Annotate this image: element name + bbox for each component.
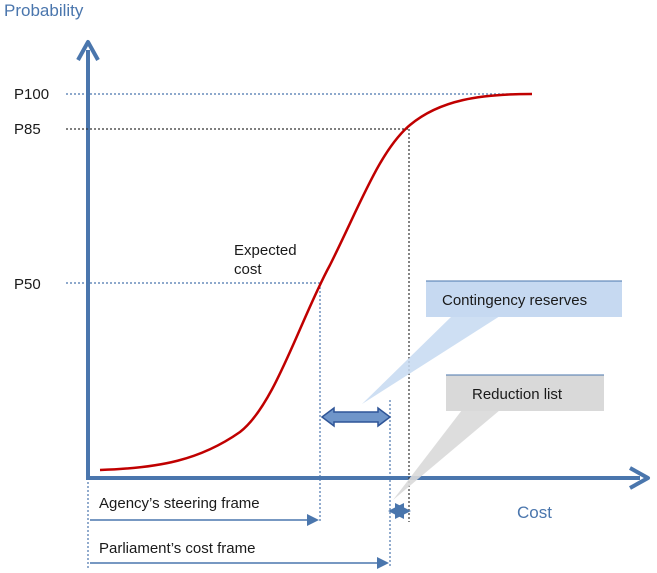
tick-p50: P50 xyxy=(14,276,41,293)
parliament-frame-label: Parliament’s cost frame xyxy=(99,540,255,557)
contingency-callout-label: Contingency reserves xyxy=(442,292,587,309)
expected-cost-label-line2: cost xyxy=(234,261,262,278)
reduction-callout-box xyxy=(446,375,604,411)
contingency-callout-pointer xyxy=(362,316,500,404)
y-axis-title: Probability xyxy=(4,1,84,20)
contingency-double-arrow xyxy=(320,406,392,428)
expected-cost-label-line1: Expected xyxy=(234,242,297,259)
reduction-callout-pointer xyxy=(393,410,500,500)
tick-p85: P85 xyxy=(14,121,41,138)
tick-p100: P100 xyxy=(14,86,49,103)
x-axis-arrowhead xyxy=(629,466,650,490)
reduction-callout-label: Reduction list xyxy=(472,386,563,403)
agency-frame-label: Agency’s steering frame xyxy=(99,495,260,512)
y-axis-arrowhead xyxy=(76,40,100,61)
x-axis-title: Cost xyxy=(517,503,552,522)
contingency-callout-box xyxy=(426,281,622,317)
cumulative-probability-curve xyxy=(99,92,533,472)
